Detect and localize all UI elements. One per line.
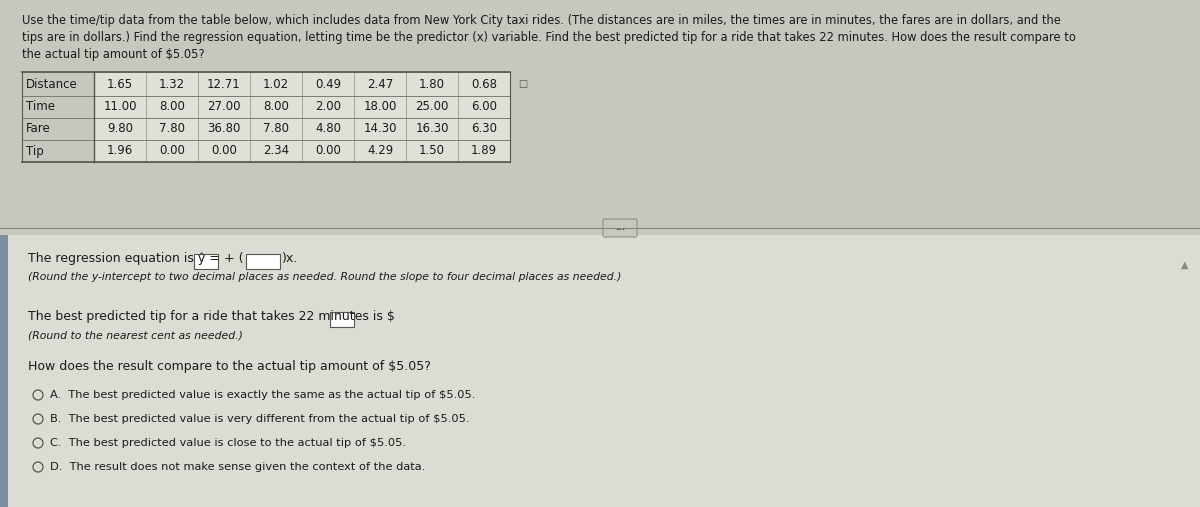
Bar	[146, 140, 198, 162]
Text: 2.47: 2.47	[367, 78, 394, 91]
Text: Time: Time	[26, 100, 55, 114]
Text: 18.00: 18.00	[364, 100, 397, 114]
Bar	[94, 96, 146, 118]
Bar	[250, 118, 302, 140]
Text: 6.00: 6.00	[470, 100, 497, 114]
Text: 36.80: 36.80	[208, 123, 241, 135]
Text: Tip: Tip	[26, 144, 43, 158]
Bar	[94, 140, 146, 162]
Text: 25.00: 25.00	[415, 100, 449, 114]
Text: 1.32: 1.32	[158, 78, 185, 91]
Bar	[302, 118, 354, 140]
Text: tips are in dollars.) Find the regression equation, letting time be the predicto: tips are in dollars.) Find the regressio…	[22, 31, 1076, 44]
Text: Use the time/tip data from the table below, which includes data from New York Ci: Use the time/tip data from the table bel…	[22, 14, 1061, 27]
Text: Distance: Distance	[26, 78, 78, 91]
Bar	[458, 72, 510, 96]
Bar	[198, 118, 250, 140]
Text: A.  The best predicted value is exactly the same as the actual tip of $5.05.: A. The best predicted value is exactly t…	[50, 390, 475, 400]
Bar	[198, 72, 250, 96]
Bar	[22, 118, 94, 140]
Bar	[146, 118, 198, 140]
Text: 4.29: 4.29	[367, 144, 394, 158]
Bar	[330, 312, 354, 327]
Text: 7.80: 7.80	[158, 123, 185, 135]
Bar	[354, 140, 406, 162]
Text: 0.49: 0.49	[314, 78, 341, 91]
Bar	[246, 254, 280, 269]
Bar	[146, 72, 198, 96]
Text: □: □	[518, 79, 527, 89]
Text: (Round the y-intercept to two decimal places as needed. Round the slope to four : (Round the y-intercept to two decimal pl…	[28, 272, 622, 282]
Bar	[354, 96, 406, 118]
Bar	[22, 72, 94, 96]
Bar	[354, 118, 406, 140]
Bar	[146, 96, 198, 118]
Text: 1.96: 1.96	[107, 144, 133, 158]
Text: The regression equation is ŷ =: The regression equation is ŷ =	[28, 252, 224, 265]
Text: 0.00: 0.00	[160, 144, 185, 158]
Text: 8.00: 8.00	[160, 100, 185, 114]
Text: 1.65: 1.65	[107, 78, 133, 91]
Text: Fare: Fare	[26, 123, 50, 135]
Bar	[406, 140, 458, 162]
Bar	[458, 96, 510, 118]
Text: ▲: ▲	[1181, 260, 1189, 270]
Text: 14.30: 14.30	[364, 123, 397, 135]
Text: 2.00: 2.00	[314, 100, 341, 114]
Text: B.  The best predicted value is very different from the actual tip of $5.05.: B. The best predicted value is very diff…	[50, 414, 469, 424]
Bar	[302, 140, 354, 162]
Text: 27.00: 27.00	[208, 100, 241, 114]
Bar	[198, 140, 250, 162]
Text: 0.00: 0.00	[316, 144, 341, 158]
Text: 1.89: 1.89	[470, 144, 497, 158]
Bar	[94, 72, 146, 96]
Bar	[0, 235, 8, 507]
Text: 7.80: 7.80	[263, 123, 289, 135]
Bar	[250, 140, 302, 162]
Text: ...: ...	[614, 224, 625, 233]
Text: 2.34: 2.34	[263, 144, 289, 158]
Bar	[194, 254, 218, 269]
Bar	[406, 72, 458, 96]
Bar	[406, 96, 458, 118]
Bar	[302, 72, 354, 96]
FancyBboxPatch shape	[604, 219, 637, 237]
Text: 16.30: 16.30	[415, 123, 449, 135]
Bar	[94, 118, 146, 140]
Bar	[250, 72, 302, 96]
Text: D.  The result does not make sense given the context of the data.: D. The result does not make sense given …	[50, 462, 425, 472]
Text: 9.80: 9.80	[107, 123, 133, 135]
Text: )x.: )x.	[282, 252, 299, 265]
Text: The best predicted tip for a ride that takes 22 minutes is $: The best predicted tip for a ride that t…	[28, 310, 395, 323]
Text: 12.71: 12.71	[208, 78, 241, 91]
Text: 0.00: 0.00	[211, 144, 236, 158]
Bar	[198, 96, 250, 118]
Text: 6.30: 6.30	[470, 123, 497, 135]
Text: 1.50: 1.50	[419, 144, 445, 158]
Bar	[250, 96, 302, 118]
Bar	[302, 96, 354, 118]
Bar	[458, 118, 510, 140]
Text: the actual tip amount of $5.05?: the actual tip amount of $5.05?	[22, 48, 205, 61]
Bar	[354, 72, 406, 96]
Bar	[22, 140, 94, 162]
Bar	[22, 96, 94, 118]
Text: 1.02: 1.02	[263, 78, 289, 91]
Text: 11.00: 11.00	[103, 100, 137, 114]
Text: (Round to the nearest cent as needed.): (Round to the nearest cent as needed.)	[28, 330, 242, 340]
Text: 0.68: 0.68	[470, 78, 497, 91]
Text: 8.00: 8.00	[263, 100, 289, 114]
Bar	[406, 118, 458, 140]
Bar	[458, 140, 510, 162]
Text: 1.80: 1.80	[419, 78, 445, 91]
Bar	[0, 235, 1200, 507]
Text: C.  The best predicted value is close to the actual tip of $5.05.: C. The best predicted value is close to …	[50, 438, 406, 448]
Bar	[0, 0, 1200, 235]
Text: 4.80: 4.80	[314, 123, 341, 135]
Text: How does the result compare to the actual tip amount of $5.05?: How does the result compare to the actua…	[28, 360, 431, 373]
Text: + (: + (	[220, 252, 244, 265]
